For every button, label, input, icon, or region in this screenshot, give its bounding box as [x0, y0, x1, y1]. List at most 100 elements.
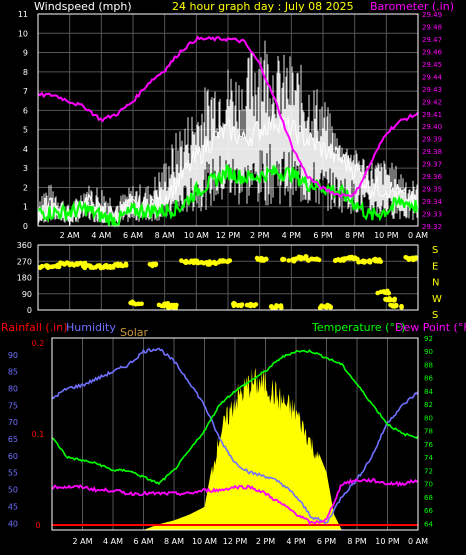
rainfall-tick-label: 0.2: [32, 339, 45, 348]
wind-direction-point: [377, 257, 382, 263]
wind-direction-point: [280, 256, 286, 262]
wind-direction-point: [386, 296, 392, 302]
wind-direction-point: [169, 302, 174, 308]
top-x-tick-label: 0 AM: [408, 231, 428, 240]
wind-direction-point: [174, 302, 179, 308]
windspeed-tick-label: 3: [23, 164, 28, 173]
windspeed-axis-title: Windspeed (mph): [34, 0, 132, 13]
wind-direction-point: [378, 289, 384, 295]
solar-axis-title: Solar: [120, 326, 149, 339]
top-x-tick-label: 10 AM: [184, 231, 209, 240]
wind-direction-point: [53, 263, 58, 269]
wind-direction-point: [356, 259, 361, 265]
wind-direction-point: [259, 256, 265, 261]
humidity-tick-label: 90: [8, 351, 18, 360]
bottom-x-tick-label: 12 PM: [223, 537, 248, 546]
wind-barometer-panel: 0 1 2 3 4 5 6 7 8 9 10 11 29.32 29.33 29.34 29.35 29.36 2…: [18, 10, 443, 240]
windspeed-tick-label: 1: [23, 203, 28, 212]
top-x-tick-label: 8 AM: [155, 231, 175, 240]
wind-direction-point: [191, 258, 197, 264]
wind-direction-point: [123, 261, 129, 267]
temperature-tick-label: 70: [424, 481, 433, 489]
wind-direction-point: [238, 303, 244, 309]
barometer-tick-label: 29.33: [422, 211, 442, 219]
wind-direction-point: [147, 262, 153, 267]
wind-direction-point: [305, 257, 311, 263]
wind-direction-point: [226, 258, 231, 264]
wind-direction-point: [383, 296, 388, 302]
bottom-x-tick-label: 8 PM: [347, 537, 366, 546]
dewpoint-axis-title: Dew Point (°F): [395, 321, 466, 334]
wind-direction-point: [403, 254, 409, 260]
wind-direction-point: [75, 262, 80, 267]
temperature-tick-label: 76: [424, 441, 433, 449]
wind-direction-point: [199, 260, 205, 265]
bottom-x-tick-label: 10 AM: [192, 537, 217, 546]
humidity-tick-label: 60: [8, 452, 18, 461]
wind-direction-point: [361, 258, 366, 264]
wind-direction-point: [37, 265, 43, 271]
windspeed-tick-label: 2: [23, 183, 28, 192]
compass-letter: S: [432, 245, 438, 256]
solar-series: [143, 367, 342, 530]
temperature-tick-label: 68: [424, 494, 433, 502]
top-x-tick-label: 2 PM: [250, 231, 269, 240]
humidity-tick-label: 45: [8, 502, 18, 511]
wind-direction-point: [313, 256, 319, 262]
wind-direction-point: [263, 256, 269, 262]
bottom-x-tick-label: 6 PM: [317, 537, 336, 546]
barometer-tick-label: 29.35: [422, 186, 442, 194]
barometer-axis-title: Barometer (.in): [370, 0, 454, 13]
wind-direction-point: [139, 301, 144, 307]
temp-humidity-panel: 40 45 50 55 60 65 70 75 80 85 90 0 0.1 0.2 64 66 68 70 72 7…: [8, 335, 434, 546]
bottom-panel-frame: [51, 337, 419, 531]
temperature-tick-label: 64: [424, 520, 433, 528]
temperature-tick-label: 86: [424, 375, 433, 383]
rainfall-axis-title: Rainfall (.in): [1, 321, 68, 334]
bottom-x-tick-label: 0 AM: [408, 537, 428, 546]
wind-direction-point: [153, 261, 159, 267]
compass-letter: S: [432, 310, 438, 321]
temperature-tick-label: 92: [424, 335, 433, 343]
bottom-x-tick-label: 4 PM: [286, 537, 305, 546]
wind-direction-point: [161, 303, 166, 308]
temperature-tick-label: 78: [424, 428, 433, 436]
barometer-tick-label: 29.44: [422, 73, 443, 81]
barometer-tick-label: 29.36: [422, 173, 443, 181]
bottom-x-tick-label: 2 PM: [256, 537, 275, 546]
top-x-tick-label: 4 PM: [282, 231, 301, 240]
barometer-tick-label: 29.47: [422, 36, 442, 44]
wind-direction-point: [345, 255, 351, 261]
barometer-tick-label: 29.37: [422, 161, 442, 169]
wind-direction-point: [373, 256, 378, 262]
barometer-tick-label: 29.40: [422, 123, 442, 131]
direction-tick-label: 180: [17, 274, 32, 283]
top-panel-frame: [37, 13, 419, 227]
wind-direction-point: [268, 304, 274, 309]
direction-tick-label: 0: [27, 306, 32, 315]
wind-direction-point: [83, 263, 89, 269]
windspeed-tick-label: 9: [23, 49, 28, 58]
temperature-axis-title: Temperature (°F): [311, 321, 406, 334]
barometer-tick-label: 29.49: [422, 11, 442, 19]
wind-direction-point: [412, 256, 417, 262]
wind-direction-point: [246, 303, 251, 308]
humidity-tick-label: 85: [8, 368, 18, 377]
barometer-tick-label: 29.32: [422, 223, 442, 231]
windspeed-tick-label: 8: [23, 68, 28, 77]
barometer-tick-label: 29.43: [422, 86, 442, 94]
graph-title: 24 hour graph day : July 08 2025: [172, 0, 354, 13]
barometer-tick-label: 29.46: [422, 48, 443, 56]
top-x-tick-label: 4 AM: [91, 231, 111, 240]
wind-direction-point: [60, 261, 66, 266]
direction-tick-label: 270: [17, 257, 32, 266]
top-x-tick-label: 10 PM: [374, 231, 399, 240]
wind-direction-point: [107, 263, 113, 269]
bottom-x-tick-label: 10 PM: [375, 537, 400, 546]
windspeed-tick-label: 6: [23, 106, 28, 115]
rainfall-tick-label: 0: [35, 521, 40, 530]
wind-direction-point: [333, 258, 338, 264]
temperature-tick-label: 74: [424, 454, 433, 462]
